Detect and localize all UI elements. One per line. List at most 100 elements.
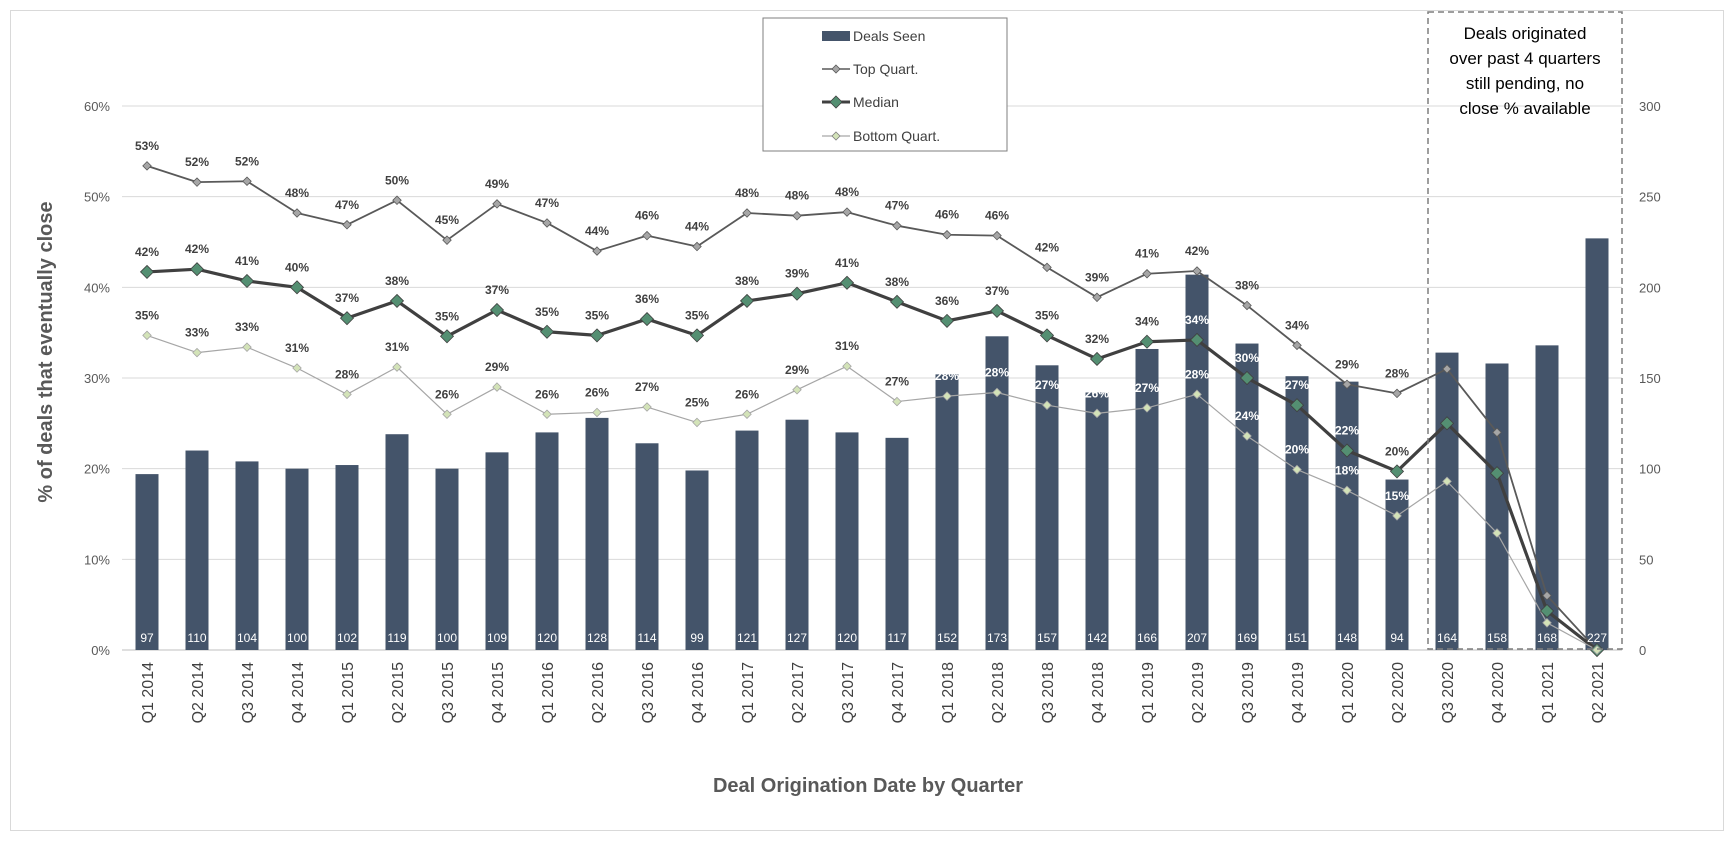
label-bottom-quart: 26%	[735, 387, 759, 401]
bar-deals-seen	[585, 417, 609, 650]
marker-bottom-quart	[1242, 431, 1252, 441]
label-bottom-quart: 29%	[785, 363, 809, 377]
bar-deals-seen	[1185, 274, 1209, 650]
x-tick-label: Q2 2017	[790, 662, 807, 723]
marker-top-quart	[942, 229, 952, 240]
marker-median	[389, 293, 405, 308]
bar-deals-seen	[485, 452, 509, 650]
x-axis-tick-labels: Q1 2014 Q2 2014 Q3 2014 Q4 2014 Q1 2015 Q2 20…	[140, 662, 1607, 723]
label-median: 36%	[935, 294, 959, 308]
x-tick-label: Q1 2018	[940, 662, 957, 723]
label-bottom-quart: 26%	[1085, 386, 1109, 400]
label-median: 34%	[1185, 313, 1209, 327]
bar-deals-seen	[685, 470, 709, 650]
label-bottom-quart: 28%	[335, 367, 359, 381]
bar-deals-seen	[1035, 365, 1059, 650]
marker-top-quart	[1192, 266, 1202, 276]
x-tick-label: Q1 2021	[1540, 662, 1557, 723]
bar-deals-seen	[735, 430, 759, 650]
marker-bottom-quart	[1342, 485, 1352, 496]
label-median: 27%	[1285, 378, 1309, 392]
pending-note-line-4: close % available	[1459, 99, 1590, 118]
y2-tick-label: 50	[1639, 552, 1653, 567]
x-tick-label: Q2 2016	[590, 662, 607, 723]
bar-value-label: 99	[690, 631, 704, 645]
marker-top-quart	[1042, 262, 1052, 273]
bar-deals-seen	[1485, 363, 1509, 650]
legend-marker-top-quart	[831, 64, 841, 74]
marker-median	[939, 313, 955, 328]
marker-bottom-quart	[942, 391, 952, 401]
y-tick-label: 50%	[84, 190, 110, 205]
label-top-quart: 48%	[285, 186, 309, 200]
marker-bottom-quart	[542, 409, 552, 420]
y2-tick-label: 100	[1639, 462, 1661, 477]
label-bottom-quart: 31%	[385, 340, 409, 354]
x-tick-label: Q4 2014	[290, 662, 307, 723]
label-median: 35%	[435, 309, 459, 323]
marker-top-quart	[242, 176, 252, 187]
label-bottom-quart: 29%	[485, 360, 509, 374]
marker-bottom-quart	[692, 417, 702, 428]
pending-note-line-3: still pending, no	[1466, 74, 1584, 93]
label-median: 41%	[835, 256, 859, 270]
bar-value-label: 114	[637, 631, 656, 645]
marker-top-quart	[692, 241, 702, 252]
marker-median	[589, 328, 605, 343]
label-bottom-quart: 20%	[1285, 443, 1309, 457]
marker-median	[339, 311, 355, 326]
y-tick-label: 0%	[91, 643, 110, 658]
label-median: 20%	[1385, 444, 1409, 458]
marker-median	[1339, 443, 1355, 458]
bar-deals-seen	[935, 374, 959, 650]
y-tick-label: 20%	[84, 462, 110, 477]
label-bottom-quart: 27%	[1035, 378, 1059, 392]
marker-median	[1089, 351, 1105, 367]
marker-top-quart	[592, 246, 602, 256]
marker-median	[289, 280, 305, 295]
label-bottom-quart: 18%	[1335, 463, 1359, 477]
label-median: 30%	[1235, 351, 1259, 365]
marker-top-quart	[1142, 268, 1152, 279]
marker-top-quart	[442, 235, 452, 245]
y-tick-label: 30%	[84, 371, 110, 386]
marker-bottom-quart	[642, 402, 652, 412]
marker-bottom-quart	[242, 342, 252, 352]
label-bottom-quart: 35%	[135, 308, 159, 322]
label-bottom-quart: 26%	[435, 387, 459, 401]
label-bottom-quart: 28%	[1185, 367, 1209, 381]
label-top-quart: 48%	[735, 186, 759, 200]
marker-bottom-quart	[892, 396, 902, 407]
label-median: 35%	[1035, 308, 1059, 322]
bar-deals-seen	[185, 450, 209, 650]
marker-median	[1189, 332, 1205, 347]
marker-bottom-quart	[1392, 511, 1402, 521]
bar-value-label: 104	[237, 631, 257, 645]
x-tick-label: Q1 2020	[1340, 662, 1357, 723]
bar-value-label: 128	[587, 631, 607, 645]
label-top-quart: 48%	[835, 185, 859, 199]
bar-value-label: 157	[1037, 631, 1057, 645]
bar-value-label: 120	[537, 631, 557, 645]
label-bottom-quart: 25%	[685, 395, 709, 409]
pending-region-box	[1427, 11, 1623, 650]
label-bottom-quart: 15%	[1385, 489, 1409, 503]
x-tick-label: Q4 2017	[890, 662, 907, 723]
x-tick-label: Q1 2017	[740, 662, 757, 723]
label-top-quart: 47%	[535, 196, 559, 210]
x-tick-label: Q3 2020	[1440, 662, 1457, 723]
marker-top-quart	[992, 230, 1002, 241]
x-tick-label: Q3 2016	[640, 662, 657, 723]
label-top-quart: 38%	[1235, 278, 1259, 292]
label-top-quart: 42%	[1035, 240, 1059, 254]
label-median: 35%	[685, 308, 709, 322]
marker-median	[689, 328, 705, 343]
marker-median	[1389, 464, 1405, 479]
marker-top-quart	[192, 177, 202, 187]
x-tick-label: Q2 2015	[390, 662, 407, 723]
y2-tick-label: 200	[1639, 280, 1661, 295]
marker-top-quart	[1242, 300, 1252, 311]
bar-deals-seen	[1385, 479, 1409, 650]
pending-note-line-1: Deals originated	[1464, 24, 1587, 43]
label-top-quart: 50%	[385, 173, 409, 187]
